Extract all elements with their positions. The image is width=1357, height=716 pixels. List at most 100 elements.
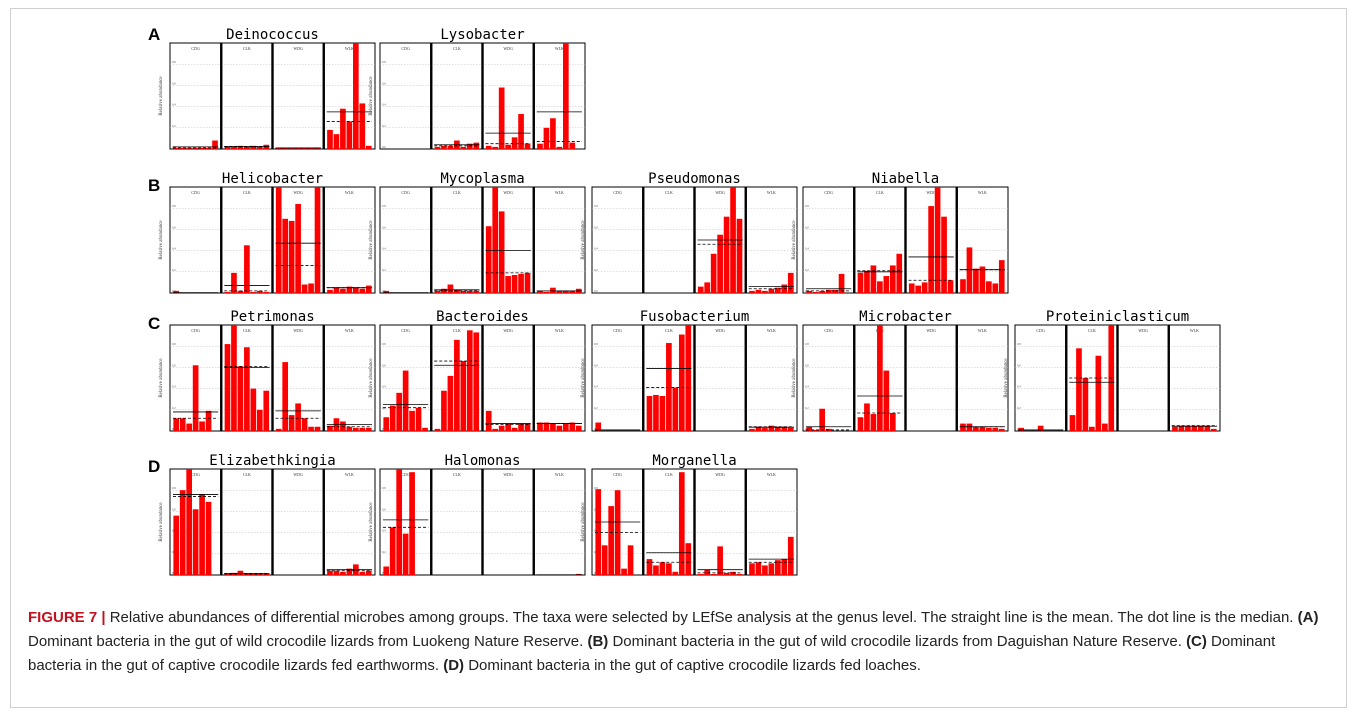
bar (1101, 423, 1108, 431)
bar (288, 220, 295, 293)
group-label: WDG (926, 190, 936, 195)
bar (295, 203, 301, 293)
y-tick-label: 0.2 (805, 406, 809, 410)
bar (205, 501, 212, 575)
bar (653, 565, 659, 575)
bar (492, 428, 499, 431)
group-label: WDG (1138, 328, 1148, 333)
y-tick-label: 0.6 (1017, 363, 1021, 367)
bar (447, 284, 454, 293)
y-tick-label: 0.2 (594, 406, 598, 410)
group-label: WDG (503, 190, 513, 195)
bar (749, 290, 755, 293)
bar (563, 290, 569, 293)
bar (205, 410, 212, 431)
group-label: CLK (243, 472, 251, 477)
bar (1172, 426, 1178, 431)
bar (237, 145, 244, 149)
y-tick-label: 0.4 (382, 385, 386, 389)
bar (889, 412, 896, 431)
bar (454, 289, 460, 293)
bar (563, 43, 569, 149)
bar (1191, 425, 1198, 431)
group-label: WLK (978, 190, 987, 195)
group-label: CDG (191, 190, 200, 195)
bar (353, 43, 359, 149)
bar (537, 422, 543, 431)
chart-lysobacter: 0.0 0.2 0.4 0.6 0.8 Lysobacter Relative abunda… (369, 27, 586, 150)
bar (563, 423, 569, 431)
bar (685, 543, 692, 575)
bar (308, 283, 314, 293)
bar (986, 281, 992, 293)
group-label: CDG (824, 328, 833, 333)
bar (762, 565, 768, 575)
bar (710, 573, 717, 575)
caption-text-d: Dominant bacteria in the gut of captive … (464, 657, 921, 674)
y-tick-label: 0.4 (382, 247, 386, 251)
bar (678, 334, 685, 431)
group-label: CDG (613, 328, 622, 333)
bar (365, 570, 372, 575)
bar (505, 276, 511, 293)
bar (505, 144, 511, 149)
bar (710, 253, 717, 293)
group-label: WDG (503, 46, 513, 51)
bar (466, 143, 473, 149)
group-label: CLK (453, 472, 461, 477)
bar (173, 290, 180, 293)
y-tick-label: 0.6 (594, 363, 598, 367)
chart-title: Halomonas (445, 453, 521, 469)
group-label: CLK (665, 472, 673, 477)
bar (915, 285, 922, 293)
bar (186, 147, 192, 149)
y-tick-label: 0.8 (1017, 342, 1021, 346)
bar (434, 146, 441, 149)
bar (678, 472, 685, 575)
bar (250, 291, 257, 293)
bar (237, 570, 244, 575)
bar (301, 418, 308, 431)
bar (537, 143, 543, 149)
bar (199, 147, 205, 149)
y-axis-label: Relative abundance (159, 502, 164, 542)
bar (250, 145, 257, 149)
y-tick-label: 0.8 (172, 204, 176, 208)
bar (749, 563, 755, 575)
bar (365, 145, 372, 149)
bar (672, 571, 679, 575)
bar (569, 422, 576, 431)
bar (979, 426, 986, 431)
group-label: CLK (453, 46, 461, 51)
bar (454, 339, 460, 431)
y-tick-label: 0.2 (594, 268, 598, 272)
bar (755, 562, 762, 575)
y-tick-label: 0.6 (594, 225, 598, 229)
bar (263, 573, 270, 575)
group-label: CLK (243, 190, 251, 195)
bar (543, 127, 550, 149)
chart-title: Lysobacter (440, 27, 524, 43)
group-label: CDG (613, 190, 622, 195)
bar (192, 365, 199, 431)
y-axis-label: Relative abundance (369, 502, 374, 542)
bar (781, 426, 788, 431)
bar (256, 573, 263, 575)
bar (333, 134, 340, 149)
bar (768, 425, 775, 431)
bar (308, 147, 314, 149)
y-axis-label: Relative abundance (369, 358, 374, 398)
bar (250, 573, 257, 575)
bar (704, 569, 711, 575)
group-label: WDG (293, 46, 303, 51)
bar (434, 290, 441, 293)
bar (524, 272, 531, 293)
bar (314, 426, 321, 431)
bar (511, 427, 518, 431)
group-label: CLK (665, 328, 673, 333)
bar (288, 415, 295, 431)
bar (402, 370, 409, 431)
y-axis-label: Relative abundance (369, 76, 374, 116)
